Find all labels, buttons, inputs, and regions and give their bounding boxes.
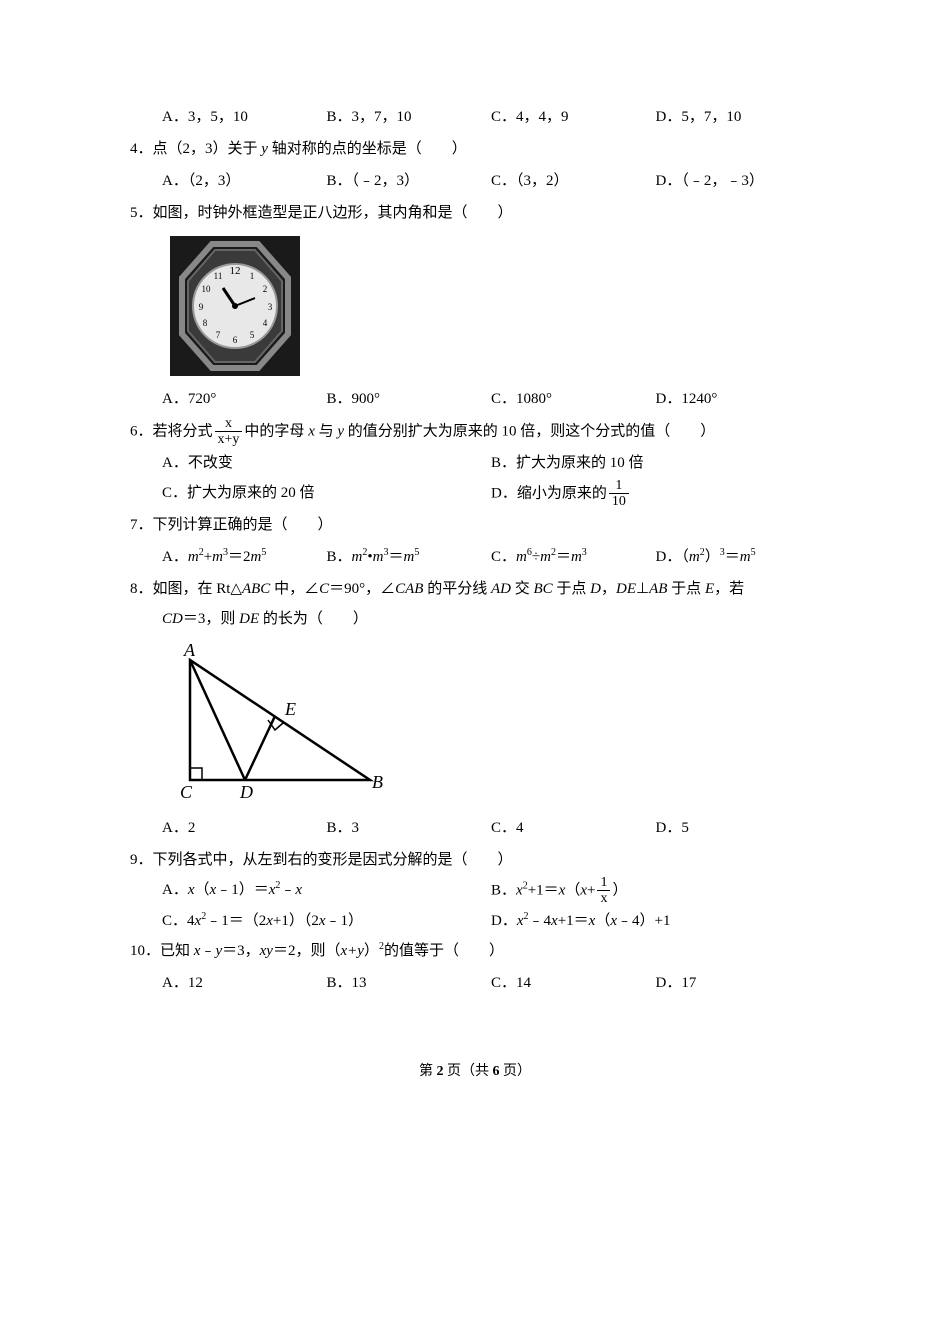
q4-opt-c: C．（3，2） [491,166,656,196]
q10-opt-a: A．12 [162,968,327,998]
q4-opt-b: B．（﹣2，3） [327,166,492,196]
q9-opts-row1: A．x（x﹣1）＝x2﹣x B．x2+1＝x（x+1x） [162,875,820,907]
q6-frac: xx+y [215,416,243,448]
q8-opt-a: A．2 [162,813,327,843]
q9-opt-d: D．x2﹣4x+1＝x（x﹣4）+1 [491,906,820,936]
q3-opt-d: D．5，7，10 [656,102,821,132]
svg-text:9: 9 [199,302,204,312]
page-content: A．3，5，10 B．3，7，10 C．4，4，9 D．5，7，10 4．点（2… [0,0,950,1126]
svg-text:10: 10 [202,284,212,294]
q5-opt-c: C．1080° [491,384,656,414]
q5-options: A．720° B．900° C．1080° D．1240° [162,384,820,414]
q7-opt-d: D．（m2）3＝m5 [656,542,821,572]
q6-opt-b: B．扩大为原来的 10 倍 [491,448,820,478]
q6-d: 的值分别扩大为原来的 10 倍，则这个分式的值（ ） [344,423,715,439]
q10-opt-b: B．13 [327,968,492,998]
label-c: C [180,782,193,800]
q6-stem: 6．若将分式xx+y中的字母 x 与 y 的值分别扩大为原来的 10 倍，则这个… [130,416,820,448]
q5-opt-d: D．1240° [656,384,821,414]
q7-opt-a: A．m2+m3＝2m5 [162,542,327,572]
q3-opt-c: C．4，4，9 [491,102,656,132]
q9-opt-a: A．x（x﹣1）＝x2﹣x [162,875,491,907]
q4-stem: 4．点（2，3）关于 y 轴对称的点的坐标是（ ） [130,134,820,164]
q8-stem-line1: 8．如图，在 Rt△ABC 中，∠C＝90°，∠CAB 的平分线 AD 交 BC… [130,574,820,604]
q7-opt-b: B．m2•m3＝m5 [327,542,492,572]
q5-stem: 5．如图，时钟外框造型是正八边形，其内角和是（ ） [130,198,820,228]
q7-opt-c: C．m6÷m2＝m3 [491,542,656,572]
q6-opt-a: A．不改变 [162,448,491,478]
q4-post: 轴对称的点的坐标是（ ） [268,141,467,157]
label-b: B [372,772,383,792]
q8-opt-b: B．3 [327,813,492,843]
q4-var: y [261,141,268,157]
q8-opt-c: C．4 [491,813,656,843]
svg-text:12: 12 [230,265,241,277]
svg-text:1: 1 [250,271,255,281]
q9-opts-row2: C．4x2﹣1＝（2x+1）（2x﹣1） D．x2﹣4x+1＝x（x﹣4）+1 [162,906,820,936]
svg-text:2: 2 [263,284,268,294]
triangle-figure: A E C D B [170,640,390,811]
q4-opt-a: A．（2，3） [162,166,327,196]
q6-opts-row2: C．扩大为原来的 20 倍 D．缩小为原来的110 [162,478,820,510]
q10-options: A．12 B．13 C．14 D．17 [162,968,820,998]
q8-opt-d: D．5 [656,813,821,843]
label-e: E [284,699,296,719]
q3-opt-b: B．3，7，10 [327,102,492,132]
q6-c: 与 [315,423,338,439]
svg-text:8: 8 [203,318,208,328]
q8-options: A．2 B．3 C．4 D．5 [162,813,820,843]
q4-options: A．（2，3） B．（﹣2，3） C．（3，2） D．（﹣2，﹣3） [162,166,820,196]
q3-opt-a: A．3，5，10 [162,102,327,132]
q3-options: A．3，5，10 B．3，7，10 C．4，4，9 D．5，7，10 [162,102,820,132]
q6-opt-d: D．缩小为原来的110 [491,478,820,510]
label-d: D [239,782,253,800]
svg-text:7: 7 [216,330,221,340]
q4-pre: 4．点（2，3）关于 [130,141,261,157]
q10-opt-c: C．14 [491,968,656,998]
q8-stem-line2: CD＝3，则 DE 的长为（ ） [162,604,820,634]
q6-opts-row1: A．不改变 B．扩大为原来的 10 倍 [162,448,820,478]
q6-x: x [308,423,315,439]
q6-b: 中的字母 [244,423,308,439]
svg-text:6: 6 [233,335,238,345]
label-a: A [183,640,196,660]
q7-options: A．m2+m3＝2m5 B．m2•m3＝m5 C．m6÷m2＝m3 D．（m2）… [162,542,820,572]
q6-d-frac: 110 [609,478,629,510]
q10-opt-d: D．17 [656,968,821,998]
q5-opt-b: B．900° [327,384,492,414]
svg-text:11: 11 [214,271,223,281]
q4-opt-d: D．（﹣2，﹣3） [656,166,821,196]
q9-opt-b: B．x2+1＝x（x+1x） [491,875,820,907]
page-footer: 第 2 页（共 6 页） [130,1058,820,1086]
q9-opt-c: C．4x2﹣1＝（2x+1）（2x﹣1） [162,906,491,936]
q9-stem: 9．下列各式中，从左到右的变形是因式分解的是（ ） [130,845,820,875]
q7-stem: 7．下列计算正确的是（ ） [130,510,820,540]
q6-a: 6．若将分式 [130,423,213,439]
q10-stem: 10．已知 x﹣y＝3，xy＝2，则（x+y）2的值等于（ ） [130,936,820,966]
svg-text:3: 3 [268,302,273,312]
q6-opt-c: C．扩大为原来的 20 倍 [162,478,491,510]
svg-text:4: 4 [263,318,268,328]
svg-text:5: 5 [250,330,255,340]
clock-image: 12 1 2 3 4 5 6 7 8 9 10 11 [170,236,300,376]
q5-opt-a: A．720° [162,384,327,414]
q6-d-pre: D．缩小为原来的 [491,485,607,501]
